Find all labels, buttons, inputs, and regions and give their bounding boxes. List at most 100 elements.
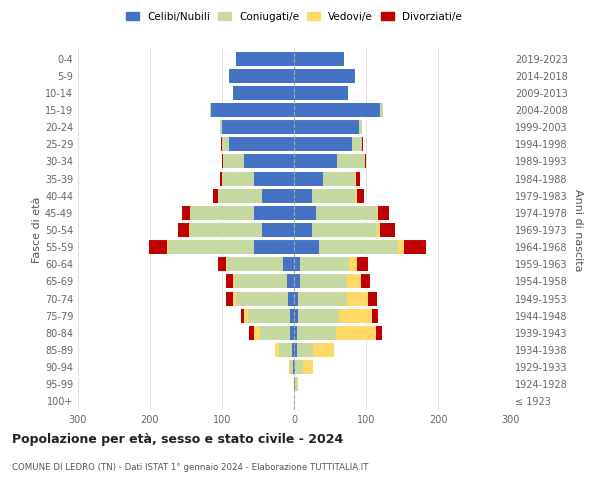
Bar <box>294 154 337 168</box>
Bar <box>223 154 244 168</box>
Bar <box>362 138 363 151</box>
Bar <box>190 206 254 220</box>
Bar <box>222 120 294 134</box>
Bar <box>226 258 227 272</box>
Bar <box>295 378 297 392</box>
Bar <box>356 188 364 202</box>
Bar <box>349 258 358 272</box>
Bar <box>254 172 294 185</box>
Bar <box>377 206 378 220</box>
Bar <box>293 360 294 374</box>
Bar <box>288 292 294 306</box>
Bar <box>229 138 294 151</box>
Bar <box>226 274 233 288</box>
Bar <box>297 326 337 340</box>
Bar <box>294 172 323 185</box>
Bar <box>178 223 189 237</box>
Bar <box>222 154 223 168</box>
Bar <box>229 68 294 82</box>
Bar <box>168 240 254 254</box>
Bar <box>302 360 313 374</box>
Bar <box>218 188 262 202</box>
Bar <box>220 172 222 185</box>
Bar <box>211 103 294 117</box>
Bar <box>297 378 298 392</box>
Bar <box>294 188 312 202</box>
Bar <box>300 258 349 272</box>
Bar <box>294 138 352 151</box>
Bar <box>294 274 300 288</box>
Bar <box>190 223 262 237</box>
Bar <box>227 258 283 272</box>
Bar <box>218 258 226 272</box>
Bar <box>212 188 218 202</box>
Bar <box>292 343 294 357</box>
Bar <box>294 308 298 322</box>
Bar <box>254 206 294 220</box>
Bar <box>233 86 294 100</box>
Text: Popolazione per età, sesso e stato civile - 2024: Popolazione per età, sesso e stato civil… <box>12 432 343 446</box>
Bar <box>290 308 294 322</box>
Bar <box>279 343 292 357</box>
Bar <box>368 292 377 306</box>
Bar <box>262 188 294 202</box>
Bar <box>361 274 370 288</box>
Bar <box>294 223 312 237</box>
Bar <box>289 360 290 374</box>
Bar <box>167 240 168 254</box>
Bar <box>254 326 260 340</box>
Bar <box>294 292 298 306</box>
Bar <box>262 223 294 237</box>
Bar <box>294 240 319 254</box>
Bar <box>210 103 211 117</box>
Bar <box>313 343 334 357</box>
Bar <box>294 206 316 220</box>
Bar <box>290 360 293 374</box>
Bar <box>260 326 290 340</box>
Bar <box>233 292 236 306</box>
Bar <box>359 120 362 134</box>
Bar <box>365 154 366 168</box>
Bar <box>372 308 377 322</box>
Bar <box>312 223 377 237</box>
Bar <box>248 326 254 340</box>
Bar <box>380 103 383 117</box>
Bar <box>294 103 380 117</box>
Bar <box>323 172 355 185</box>
Bar <box>283 258 294 272</box>
Bar <box>316 206 377 220</box>
Y-axis label: Anni di nascita: Anni di nascita <box>573 188 583 271</box>
Bar <box>347 274 361 288</box>
Bar <box>241 308 244 322</box>
Bar <box>226 292 233 306</box>
Bar <box>290 326 294 340</box>
Bar <box>380 223 395 237</box>
Bar <box>235 274 287 288</box>
Bar <box>287 274 294 288</box>
Bar <box>300 274 347 288</box>
Bar <box>378 206 389 220</box>
Bar <box>220 120 222 134</box>
Bar <box>294 394 295 408</box>
Bar <box>358 258 368 272</box>
Bar <box>244 154 294 168</box>
Bar <box>294 258 300 272</box>
Bar <box>294 120 359 134</box>
Bar <box>222 138 229 151</box>
Bar <box>377 223 380 237</box>
Bar <box>236 52 294 66</box>
Bar <box>298 308 340 322</box>
Bar <box>352 138 362 151</box>
Text: COMUNE DI LEDRO (TN) - Dati ISTAT 1° gennaio 2024 - Elaborazione TUTTITALIA.IT: COMUNE DI LEDRO (TN) - Dati ISTAT 1° gen… <box>12 462 368 471</box>
Bar <box>312 188 355 202</box>
Bar <box>248 308 290 322</box>
Bar <box>189 223 190 237</box>
Bar <box>294 68 355 82</box>
Bar <box>294 326 297 340</box>
Bar <box>149 240 167 254</box>
Bar <box>340 308 372 322</box>
Bar <box>294 52 344 66</box>
Bar <box>182 206 190 220</box>
Bar <box>398 240 404 254</box>
Bar <box>319 240 398 254</box>
